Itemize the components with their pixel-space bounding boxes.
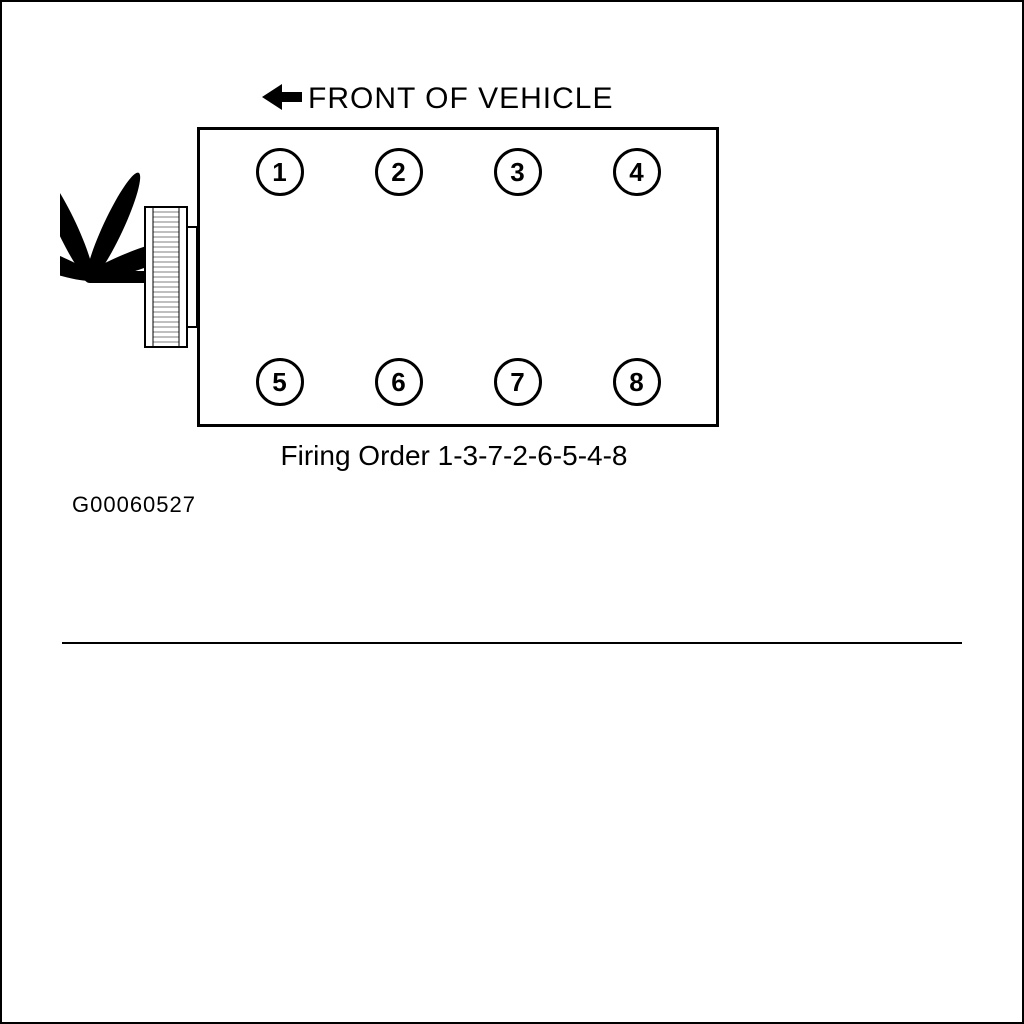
engine-block: 1 2 3 4 5 6 7 8 — [197, 127, 719, 427]
arrow-left-icon — [262, 84, 302, 115]
cylinder-7: 7 — [494, 358, 542, 406]
cylinder-6: 6 — [375, 358, 423, 406]
cylinder-3: 3 — [494, 148, 542, 196]
cylinder-5: 5 — [256, 358, 304, 406]
cylinder-row-bottom: 5 6 7 8 — [200, 358, 716, 406]
cylinder-row-top: 1 2 3 4 — [200, 148, 716, 196]
fan-assembly — [60, 157, 200, 397]
title-row: FRONT OF VEHICLE — [262, 82, 613, 116]
page: FRONT OF VEHICLE 1 2 3 4 5 6 7 8 Firing … — [0, 0, 1024, 1024]
cylinder-4: 4 — [613, 148, 661, 196]
firing-order-label: Firing Order 1-3-7-2-6-5-4-8 — [2, 440, 1024, 472]
separator-rule — [62, 642, 962, 644]
cylinder-8: 8 — [613, 358, 661, 406]
document-code: G00060527 — [72, 492, 196, 518]
firing-order-text: Firing Order 1-3-7-2-6-5-4-8 — [281, 440, 628, 472]
cylinder-1: 1 — [256, 148, 304, 196]
cylinder-2: 2 — [375, 148, 423, 196]
title-text: FRONT OF VEHICLE — [308, 82, 613, 116]
